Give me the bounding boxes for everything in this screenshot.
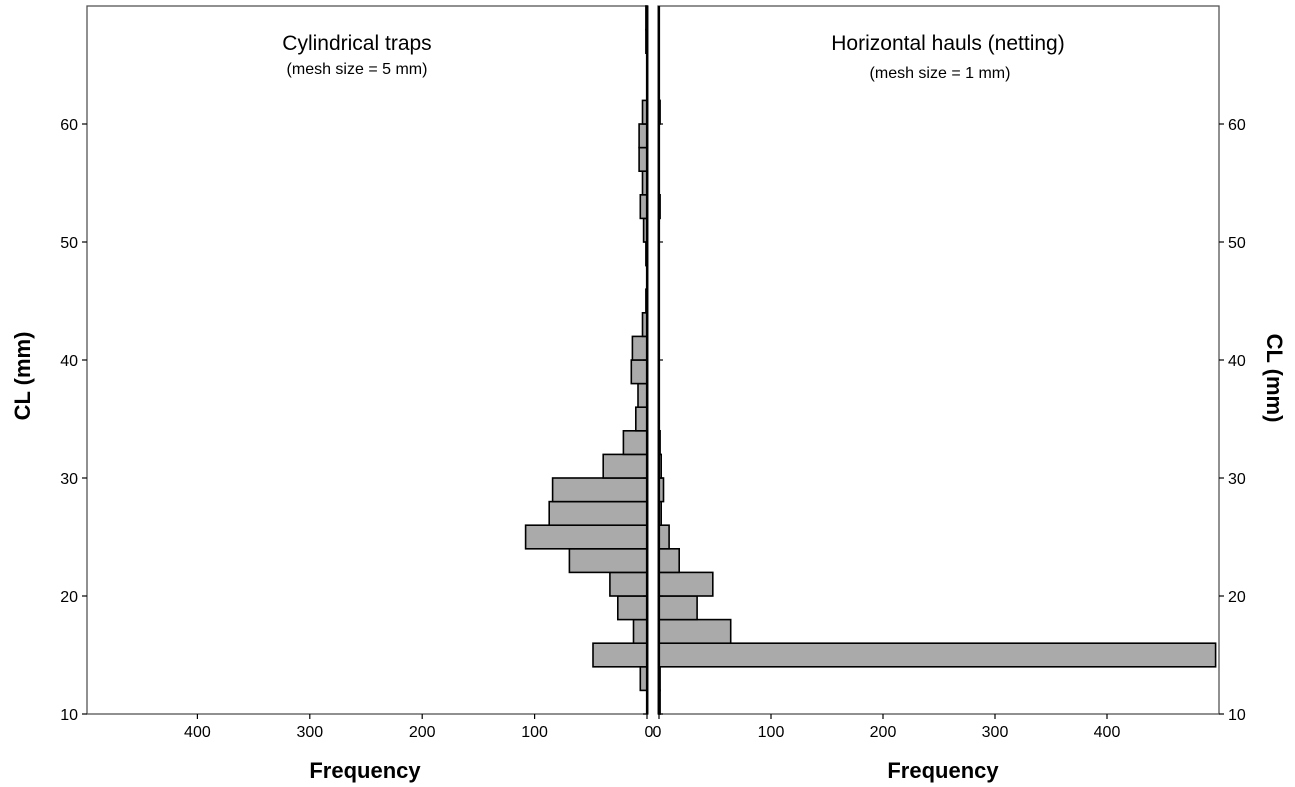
left-bar-28-30 (551, 477, 648, 503)
left-bar-30-32 (602, 453, 648, 479)
right-x-tick-label: 400 (1094, 724, 1121, 741)
right-x-tick-label: 100 (758, 724, 785, 741)
right-x-tick-label: 200 (870, 724, 897, 741)
left-bar-22-24 (568, 547, 648, 574)
left-x-tick-label: 0 (645, 724, 654, 741)
right-x-axis-label: Frequency (887, 758, 999, 783)
right-x-tick-label: 300 (982, 724, 1009, 741)
left-bar-38-40 (630, 359, 648, 385)
right-y-tick-label: 60 (1228, 117, 1246, 134)
right-bar-18-20 (658, 595, 698, 621)
right-bar-24-26 (658, 524, 670, 550)
left-plot-frame (86, 5, 649, 715)
right-panel-subtitle: (mesh size = 1 mm) (870, 65, 1011, 82)
left-panel-subtitle: (mesh size = 5 mm) (287, 61, 428, 78)
left-panel-title: Cylindrical traps (282, 32, 431, 55)
left-y-tick-label: 30 (60, 471, 78, 488)
left-bar-58-60 (638, 123, 648, 149)
left-bar-32-34 (622, 429, 648, 456)
left-x-axis-ticks: 400 300 200 100 0 (184, 714, 654, 741)
right-panel-title: Horizontal hauls (netting) (831, 32, 1064, 55)
right-bar-20-22 (658, 571, 714, 597)
left-bar-36-38 (637, 382, 648, 409)
right-y-tick-label: 40 (1228, 353, 1246, 370)
right-panel: 0 100 200 300 400 10 20 30 40 50 60 Horizontal ha… (653, 5, 1287, 783)
left-bar-34-36 (634, 406, 648, 432)
right-y-tick-label: 10 (1228, 707, 1246, 724)
right-y-tick-label: 50 (1228, 235, 1246, 252)
right-bars (657, 6, 1217, 715)
left-y-tick-label: 40 (60, 353, 78, 370)
left-y-tick-label: 50 (60, 235, 78, 252)
left-bars (524, 5, 649, 714)
left-y-axis-label: CL (mm) (10, 332, 35, 421)
right-bar-22-24 (658, 547, 681, 574)
left-x-tick-label: 200 (409, 724, 436, 741)
left-x-tick-label: 300 (296, 724, 323, 741)
right-y-tick-label: 30 (1228, 471, 1246, 488)
right-y-axis-label: CL (mm) (1262, 334, 1287, 423)
left-y-tick-label: 20 (60, 589, 78, 606)
right-y-axis-ticks: 10 20 30 40 50 60 (658, 117, 1246, 724)
left-bar-40-42 (631, 335, 648, 361)
left-bar-18-20 (616, 595, 648, 621)
right-x-tick-label: 0 (653, 724, 662, 741)
right-plot-frame (657, 5, 1220, 715)
left-x-tick-label: 100 (521, 724, 548, 741)
left-bar-56-58 (638, 146, 648, 173)
left-y-tick-label: 10 (60, 707, 78, 724)
left-bar-20-22 (609, 571, 648, 597)
left-bar-16-18 (632, 618, 648, 644)
right-x-axis-ticks: 0 100 200 300 400 (653, 714, 1121, 741)
left-y-axis-ticks: 10 20 30 40 50 60 (60, 117, 648, 724)
right-bar-14-16 (658, 642, 1217, 668)
left-panel: 400 300 200 100 0 10 20 30 40 50 60 Cylindrical t… (10, 5, 654, 783)
left-x-tick-label: 400 (184, 724, 211, 741)
left-bar-24-26 (524, 524, 648, 550)
left-y-tick-label: 60 (60, 117, 78, 134)
left-x-axis-label: Frequency (309, 758, 421, 783)
left-bar-26-28 (548, 500, 648, 527)
left-bar-14-16 (592, 642, 648, 668)
right-bar-16-18 (658, 618, 732, 644)
right-y-tick-label: 20 (1228, 589, 1246, 606)
